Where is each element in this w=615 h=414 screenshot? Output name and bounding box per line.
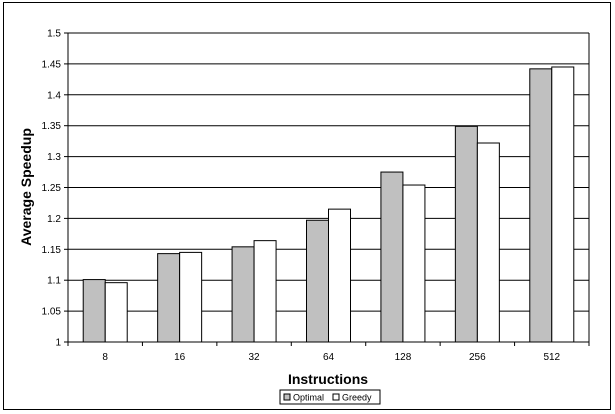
y-axis-title: Average Speedup [18,128,34,246]
legend-swatch-greedy [333,394,339,400]
y-tick-label: 1.25 [42,183,62,194]
y-tick-label: 1.2 [47,214,61,225]
legend-label-greedy: Greedy [342,393,372,403]
bar-greedy-512 [552,67,574,342]
y-tick-label: 1 [55,338,61,349]
x-axis-title: Instructions [288,371,368,387]
y-tick-label: 1.35 [42,121,62,132]
bar-greedy-64 [329,209,351,342]
y-tick-label: 1.4 [47,90,61,101]
bar-optimal-256 [455,126,477,342]
x-tick-label: 128 [395,352,412,363]
bar-optimal-128 [381,172,403,342]
bar-optimal-32 [232,247,254,342]
y-tick-label: 1.15 [42,245,62,256]
y-tick-label: 1.3 [47,152,61,163]
bar-optimal-512 [530,69,552,342]
y-tick-label: 1.5 [47,29,61,40]
bar-optimal-8 [83,280,105,342]
bar-optimal-16 [158,254,180,342]
bars [83,67,574,342]
y-tick-label: 1.05 [42,307,62,318]
x-tick-label: 32 [249,352,261,363]
bar-greedy-32 [254,241,276,342]
x-tick-label: 64 [323,352,335,363]
y-tick-labels: 1 1.05 1.1 1.15 1.2 1.25 1.3 1.35 1.4 1.45 1.5 [42,29,62,349]
bar-greedy-16 [180,252,202,342]
x-tick-label: 512 [543,352,560,363]
legend-label-optimal: Optimal [293,393,324,403]
legend: Optimal Greedy [280,390,380,404]
y-tick-label: 1.1 [47,276,61,287]
legend-swatch-optimal [284,394,290,400]
x-tick-labels: 8 16 32 64 128 256 512 [102,352,560,363]
x-tick-label: 16 [174,352,186,363]
bar-greedy-256 [477,143,499,342]
bar-greedy-128 [403,185,425,342]
x-tick-label: 8 [102,352,108,363]
bar-optimal-64 [307,220,329,342]
bar-greedy-8 [105,283,127,342]
y-tick-label: 1.45 [42,59,62,70]
x-tick-label: 256 [469,352,486,363]
